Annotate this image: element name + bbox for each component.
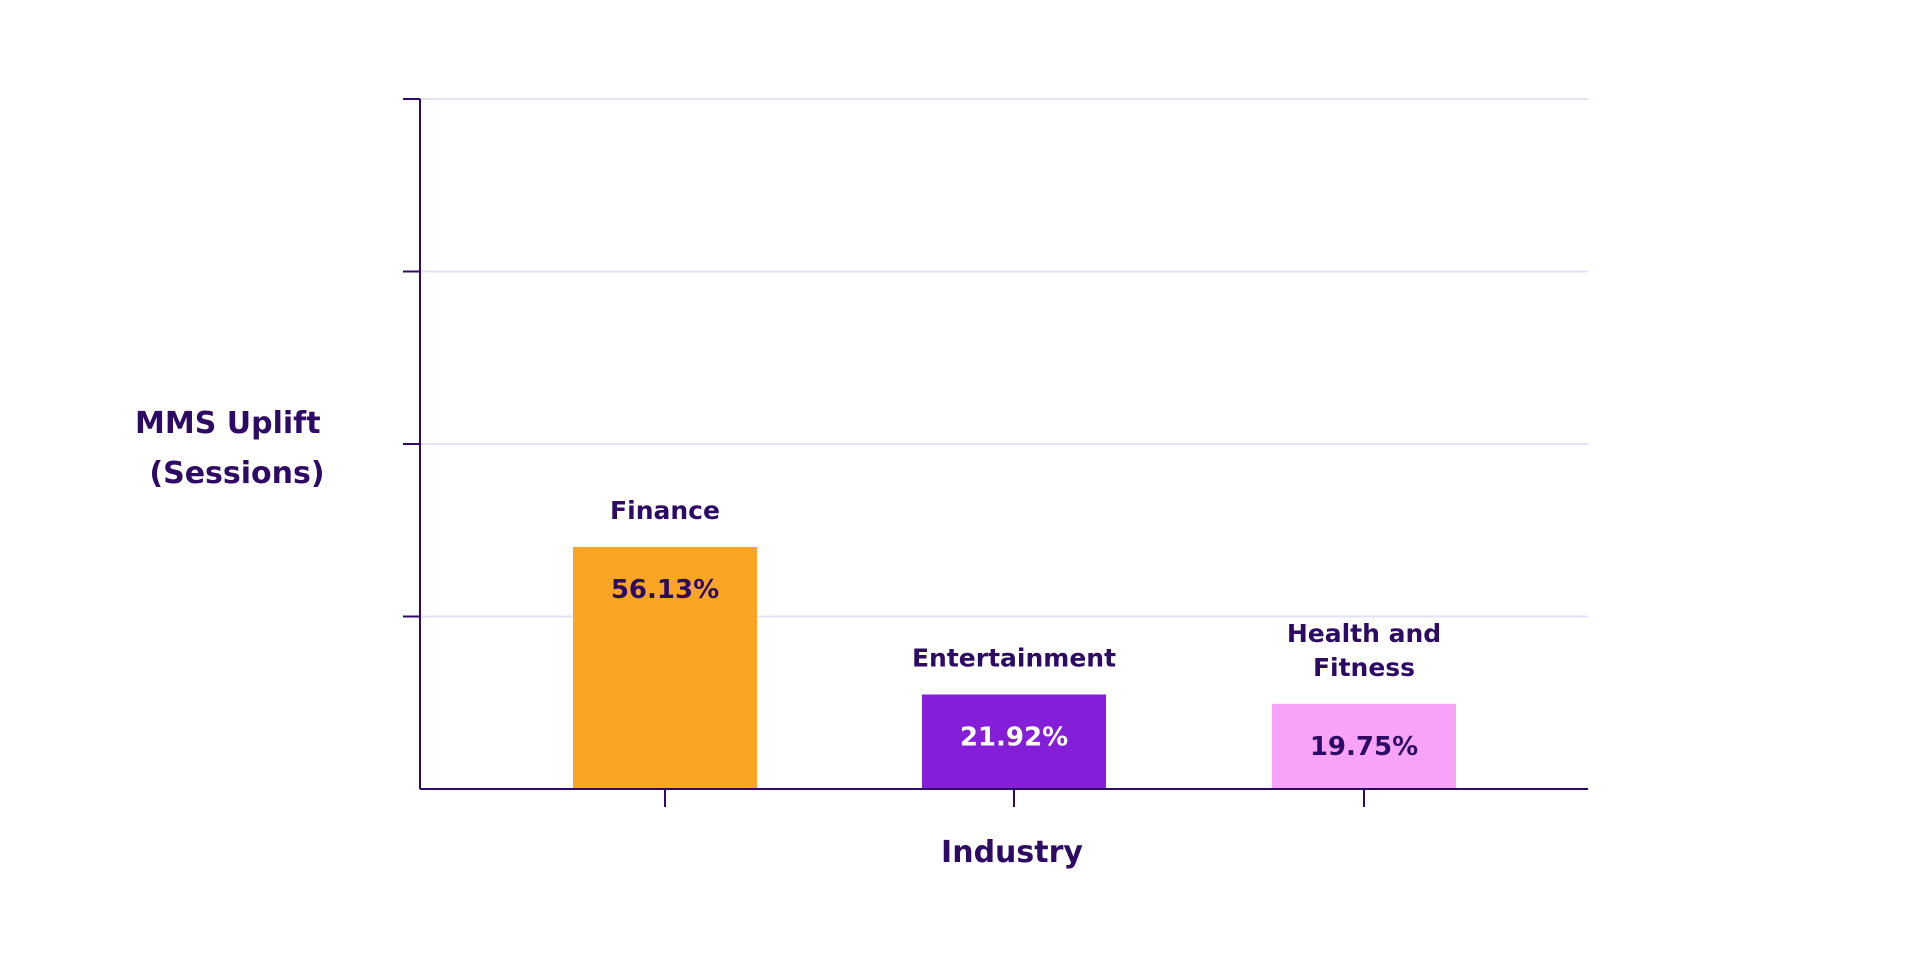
bar bbox=[922, 694, 1106, 789]
labels: 56.13% Finance 21.92% Entertainment 19.75% He… bbox=[610, 496, 1441, 807]
category-label: Entertainment bbox=[912, 643, 1116, 672]
x-axis-title: Industry bbox=[941, 835, 1083, 870]
category-label: Health and bbox=[1287, 619, 1441, 648]
value-label: 56.13% bbox=[611, 575, 719, 605]
category-label: Finance bbox=[610, 496, 720, 525]
bar bbox=[573, 546, 757, 789]
bar bbox=[1272, 703, 1456, 789]
bars bbox=[573, 546, 1456, 789]
y-axis-title: MMS Uplift (Sessions) bbox=[135, 406, 331, 491]
axes bbox=[419, 99, 1588, 790]
value-label: 19.75% bbox=[1310, 732, 1418, 762]
y-axis-title-line: (Sessions) bbox=[149, 456, 324, 491]
category-label: Fitness bbox=[1313, 653, 1415, 682]
y-axis-title-line: MMS Uplift bbox=[135, 406, 321, 441]
value-label: 21.92% bbox=[960, 722, 1068, 752]
gridlines bbox=[403, 98, 1588, 618]
